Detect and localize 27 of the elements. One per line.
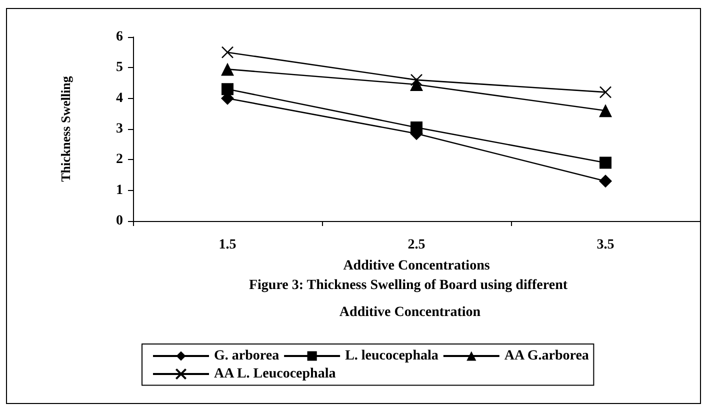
point — [410, 74, 423, 86]
x-tick-label: 2.5 — [408, 238, 426, 252]
y-tick-label: 4 — [116, 90, 123, 106]
point — [599, 174, 612, 188]
y-tick-label: 6 — [116, 30, 123, 44]
y-axis-title: Thickness Swelling — [58, 76, 73, 182]
legend-label: L. leucocephala — [345, 348, 438, 364]
point — [222, 83, 234, 96]
text: Figure 3: Thickness Swelling of Board using different Additive Concentration — [248, 278, 572, 320]
point — [221, 62, 234, 76]
y-tick-label: 5 — [116, 60, 123, 76]
y-tick-label: 2 — [116, 152, 123, 168]
point — [410, 78, 423, 92]
point — [599, 104, 612, 118]
x-tick-label: 3.5 — [596, 238, 614, 252]
x-tick-label: 1.5 — [218, 238, 236, 252]
legend-label: AA L. Leucocephala — [214, 366, 336, 382]
y-tick-label: 3 — [116, 122, 123, 136]
point — [599, 86, 612, 98]
y-tick-label: 0 — [116, 214, 123, 228]
legend-label: G. arborea — [214, 348, 280, 364]
point — [600, 156, 612, 169]
legend-label: AA G.arborea — [504, 348, 589, 364]
y-tick-label: 1 — [116, 182, 123, 198]
point — [221, 46, 234, 58]
point — [410, 121, 422, 134]
x-axis-title: Additive Concentrations — [343, 258, 490, 274]
